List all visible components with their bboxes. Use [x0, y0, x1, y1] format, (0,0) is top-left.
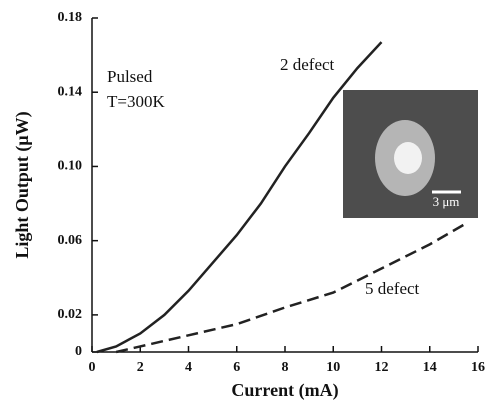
inset-mode-core [394, 142, 422, 174]
annotation: Pulsed [107, 67, 153, 86]
y-tick-label: 0.06 [58, 233, 83, 248]
y-tick-label: 0.18 [58, 10, 83, 25]
x-tick-label: 4 [185, 360, 192, 375]
y-tick-label: 0.10 [58, 159, 83, 174]
x-tick-label: 10 [326, 360, 340, 375]
x-tick-label: 12 [375, 360, 389, 375]
x-tick-label: 16 [471, 360, 485, 375]
x-tick-label: 14 [423, 360, 437, 375]
x-tick-label: 6 [233, 360, 240, 375]
series-line [97, 42, 382, 352]
inset-scale-label: 3 μm [433, 194, 460, 209]
y-tick-label: 0 [75, 344, 82, 359]
series-label: 2 defect [280, 55, 335, 74]
y-axis-label: Light Output (μW) [12, 111, 33, 258]
x-tick-label: 0 [89, 360, 96, 375]
x-tick-label: 8 [282, 360, 289, 375]
annotation: T=300K [107, 92, 165, 111]
chart: 3 μm Pulsed T=300K Current (mA) Light Ou… [0, 0, 496, 405]
series-label: 5 defect [365, 279, 420, 298]
x-axis-label: Current (mA) [231, 380, 338, 401]
y-tick-label: 0.02 [58, 307, 83, 322]
y-tick-label: 0.14 [58, 84, 83, 99]
x-tick-label: 2 [137, 360, 144, 375]
inset-image: 3 μm [343, 90, 478, 218]
